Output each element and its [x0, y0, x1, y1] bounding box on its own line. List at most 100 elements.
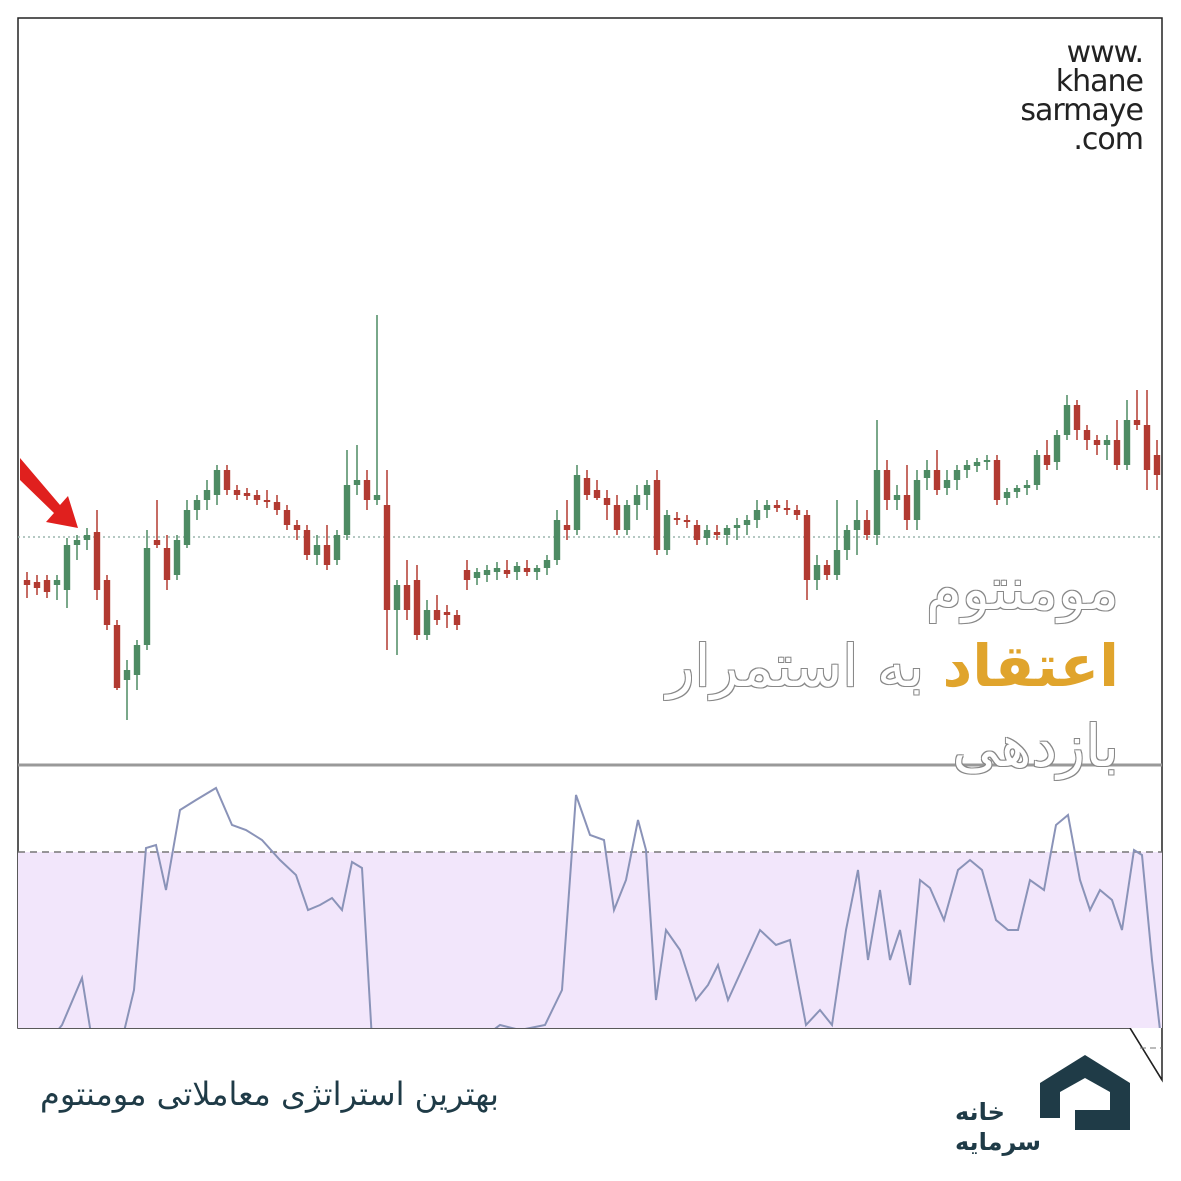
- candle-body: [803, 515, 811, 580]
- candle-body: [323, 545, 331, 565]
- candle-body: [463, 570, 471, 580]
- candle-body: [613, 505, 621, 530]
- candle-body: [583, 478, 591, 495]
- candle-body: [1033, 455, 1041, 485]
- candle-body: [183, 510, 191, 545]
- candle-body: [483, 570, 491, 575]
- candle-body: [733, 525, 741, 528]
- overlay-line: بازدهی: [952, 712, 1119, 780]
- candle-body: [223, 470, 231, 490]
- candle-body: [1013, 488, 1021, 492]
- candle-body: [823, 565, 831, 575]
- candle-body: [263, 500, 271, 502]
- candle-body: [1053, 435, 1061, 462]
- candle-body: [783, 508, 791, 510]
- candle-body: [293, 525, 301, 530]
- candle-body: [93, 532, 101, 590]
- candle-body: [163, 548, 171, 580]
- candle-body: [843, 530, 851, 550]
- watermark-line: sarmaye: [1020, 93, 1144, 128]
- candle-body: [43, 580, 51, 592]
- candle-body: [643, 485, 651, 495]
- candle-body: [523, 568, 531, 572]
- candle-body: [213, 470, 221, 495]
- candle-body: [453, 615, 461, 625]
- candle-body: [1023, 485, 1031, 488]
- candle-body: [103, 580, 111, 625]
- overlay-highlight: اعتقاد: [942, 632, 1119, 700]
- candle-body: [553, 520, 561, 560]
- candle-body: [1143, 425, 1151, 470]
- watermark: www. khane sarmaye .com: [1020, 35, 1144, 157]
- candle-body: [663, 515, 671, 550]
- candle-body: [993, 460, 1001, 500]
- logo-text: سرمایه: [955, 1128, 1041, 1156]
- candle-body: [363, 480, 371, 500]
- candle-body: [953, 470, 961, 480]
- candle-body: [683, 520, 691, 522]
- candle-body: [143, 548, 151, 645]
- candle-body: [1063, 405, 1071, 435]
- candle-body: [1103, 440, 1111, 445]
- candle-body: [833, 550, 841, 575]
- candle-body: [1083, 430, 1091, 440]
- candle-body: [973, 462, 981, 466]
- candle-body: [883, 470, 891, 500]
- candle-body: [343, 485, 351, 535]
- candle-body: [743, 520, 751, 525]
- candle-body: [1133, 420, 1141, 425]
- candle-body: [723, 528, 731, 535]
- candle-body: [1043, 455, 1051, 465]
- watermark-line: .com: [1073, 122, 1144, 157]
- candle-body: [413, 580, 421, 635]
- logo-text: خانه: [955, 1098, 1005, 1126]
- candle-body: [23, 580, 31, 585]
- candle-body: [133, 645, 141, 675]
- candle-body: [1093, 440, 1101, 445]
- fold: [1129, 1027, 1163, 1081]
- candle-body: [793, 510, 801, 515]
- candle-body: [303, 530, 311, 555]
- candle-body: [943, 480, 951, 488]
- candle-body: [83, 535, 91, 540]
- candle-body: [1113, 440, 1121, 465]
- overlay-text: به استمرار: [666, 632, 925, 700]
- candle-body: [893, 495, 901, 500]
- candle-body: [113, 625, 121, 688]
- candle-body: [763, 505, 771, 510]
- candle-body: [753, 510, 761, 520]
- candle-body: [393, 585, 401, 610]
- candle-body: [703, 530, 711, 538]
- overlay-line: اعتقاد به استمرار: [667, 632, 1119, 700]
- candle-body: [603, 498, 611, 505]
- watermark-line: www.: [1066, 35, 1144, 70]
- candle-body: [1073, 405, 1081, 430]
- candle-body: [473, 572, 481, 578]
- candle-body: [283, 510, 291, 525]
- candle-body: [53, 580, 61, 585]
- candle-body: [853, 520, 861, 530]
- arrow: [20, 458, 78, 528]
- candle-body: [623, 505, 631, 530]
- candle-body: [313, 545, 321, 555]
- candle-body: [1003, 492, 1011, 498]
- candle-body: [983, 460, 991, 462]
- candle-body: [573, 475, 581, 530]
- candle-body: [253, 495, 261, 500]
- watermark-line: khane: [1055, 64, 1144, 99]
- candle-body: [913, 480, 921, 520]
- candle-body: [173, 540, 181, 575]
- candle-body: [633, 495, 641, 505]
- candle-body: [153, 540, 161, 545]
- candle-body: [543, 560, 551, 568]
- candle-body: [963, 465, 971, 470]
- candle-body: [443, 612, 451, 615]
- candle-body: [63, 545, 71, 590]
- candle-body: [923, 470, 931, 478]
- candle-body: [693, 525, 701, 540]
- candle-body: [1153, 455, 1161, 475]
- overlay-line: مومنتوم: [926, 555, 1119, 623]
- candle-body: [493, 568, 501, 572]
